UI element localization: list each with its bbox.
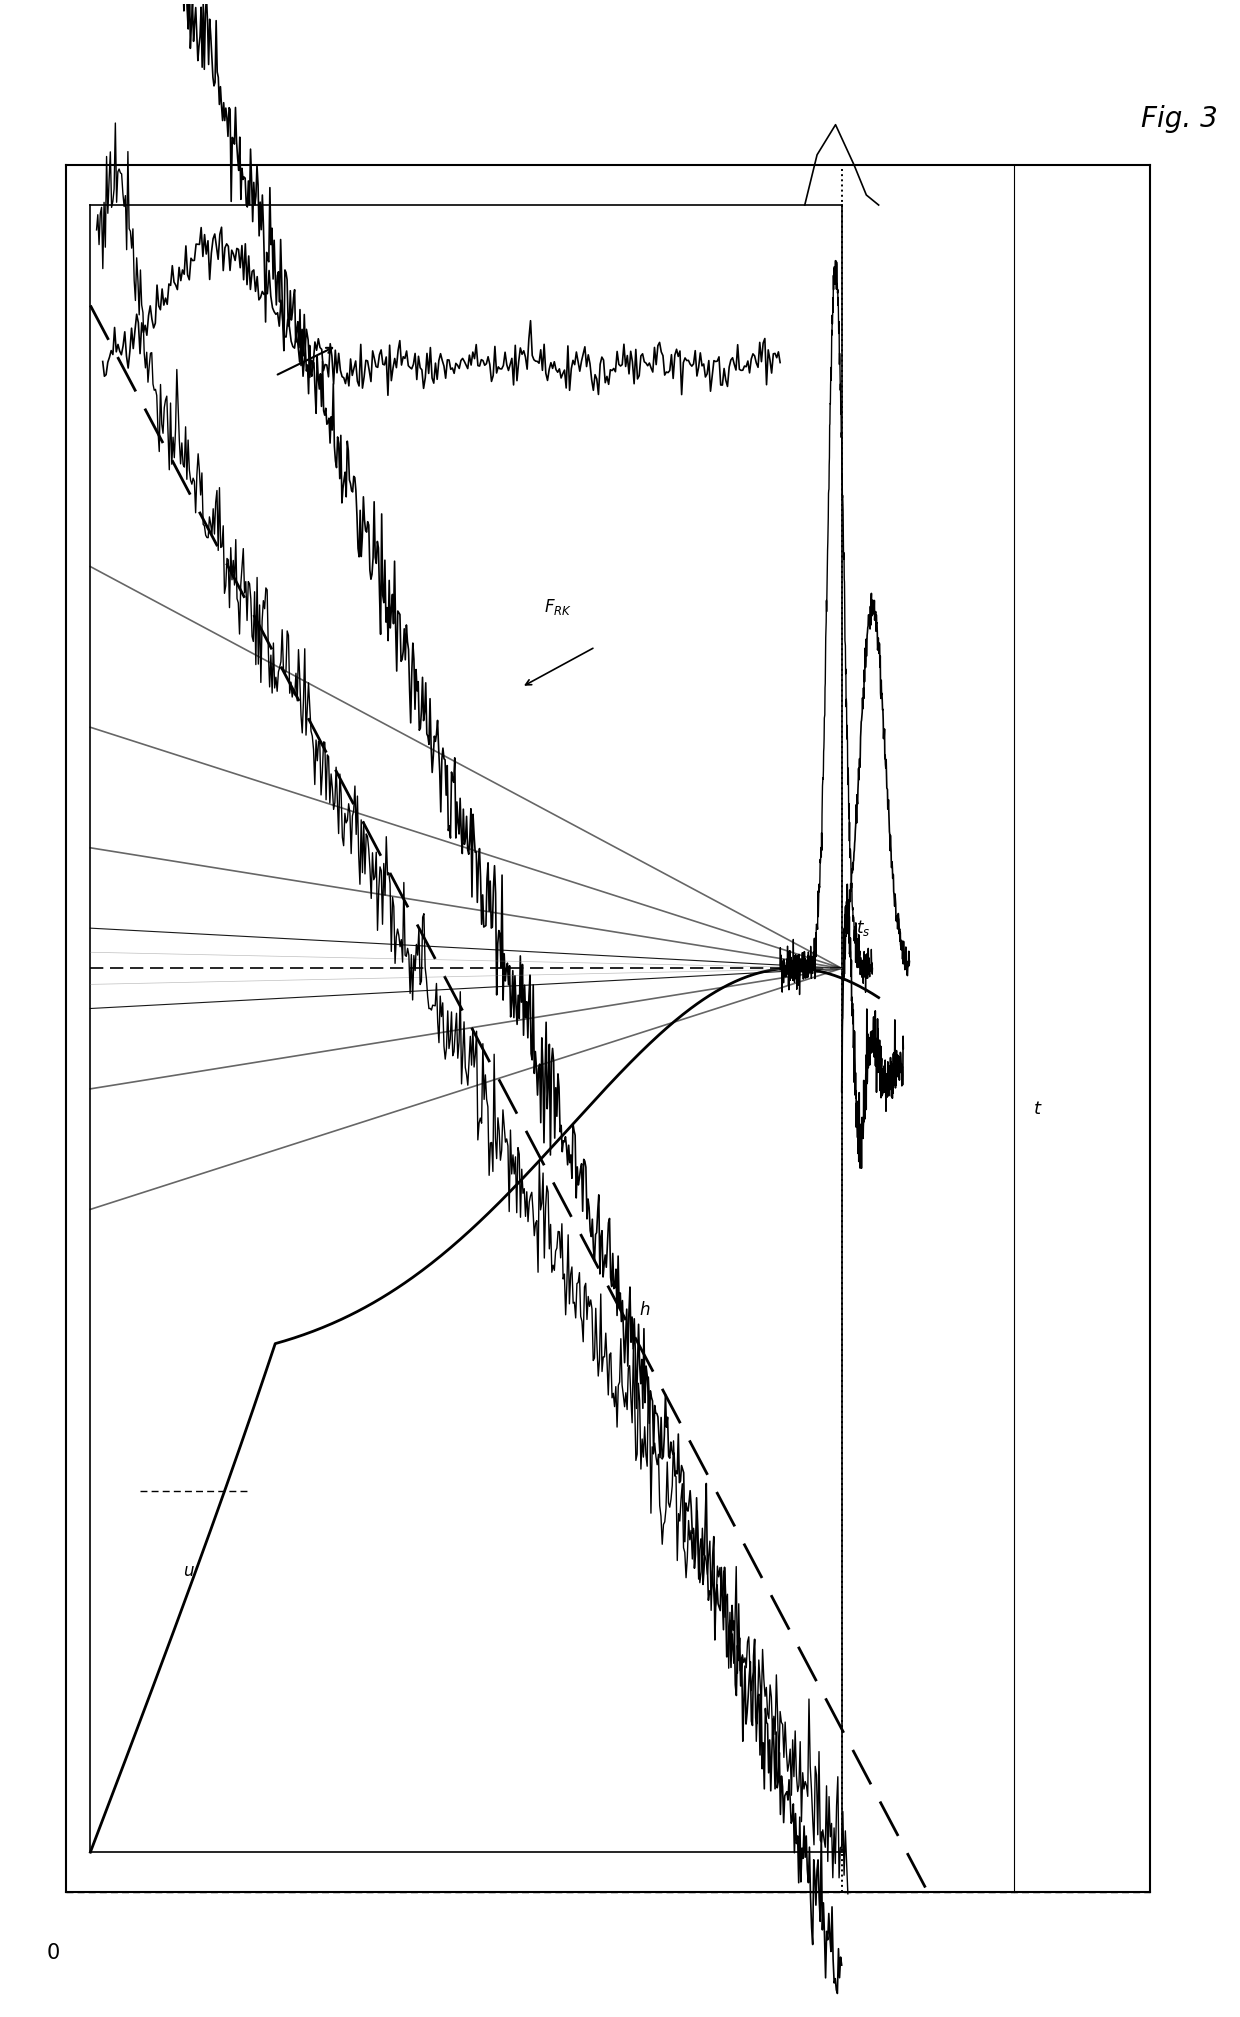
Text: $h$: $h$ bbox=[639, 1301, 650, 1319]
Text: Fig. 3: Fig. 3 bbox=[1141, 105, 1218, 133]
Text: $u$: $u$ bbox=[184, 1561, 195, 1579]
Text: 0: 0 bbox=[47, 1942, 60, 1963]
Text: $t_s$: $t_s$ bbox=[857, 918, 870, 938]
Text: $t$: $t$ bbox=[1033, 1099, 1042, 1117]
Text: $F_{RK}$: $F_{RK}$ bbox=[544, 597, 573, 617]
